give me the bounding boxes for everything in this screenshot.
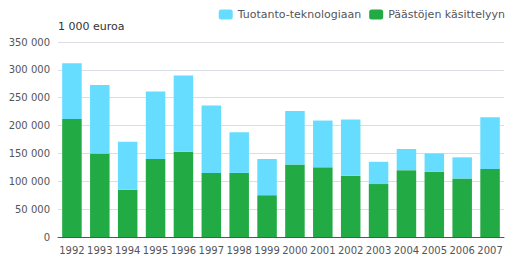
svg-text:2006: 2006 xyxy=(449,245,474,256)
svg-text:1999: 1999 xyxy=(254,245,279,256)
svg-text:2001: 2001 xyxy=(310,245,335,256)
svg-text:1993: 1993 xyxy=(87,245,112,256)
svg-text:Päästöjen käsittelyyn: Päästöjen käsittelyyn xyxy=(388,8,505,21)
svg-text:200 000: 200 000 xyxy=(9,120,50,131)
svg-text:2002: 2002 xyxy=(338,245,363,256)
svg-text:2003: 2003 xyxy=(366,245,391,256)
svg-text:1 000 euroa: 1 000 euroa xyxy=(58,20,124,33)
svg-text:300 000: 300 000 xyxy=(9,64,50,75)
svg-text:0: 0 xyxy=(44,232,50,243)
svg-text:2005: 2005 xyxy=(422,245,447,256)
svg-text:250 000: 250 000 xyxy=(9,92,50,103)
svg-text:1997: 1997 xyxy=(199,245,224,256)
svg-text:150 000: 150 000 xyxy=(9,148,50,159)
svg-text:2000: 2000 xyxy=(282,245,307,256)
svg-text:1996: 1996 xyxy=(171,245,196,256)
svg-text:1994: 1994 xyxy=(115,245,140,256)
svg-text:2007: 2007 xyxy=(477,245,502,256)
svg-text:1998: 1998 xyxy=(226,245,251,256)
svg-text:350 000: 350 000 xyxy=(9,37,50,48)
svg-text:50 000: 50 000 xyxy=(15,204,50,215)
svg-text:1995: 1995 xyxy=(143,245,168,256)
svg-text:1992: 1992 xyxy=(59,245,84,256)
svg-text:2004: 2004 xyxy=(394,245,419,256)
svg-text:Tuotanto-teknologiaan: Tuotanto-teknologiaan xyxy=(237,8,361,21)
svg-text:100 000: 100 000 xyxy=(9,176,50,187)
